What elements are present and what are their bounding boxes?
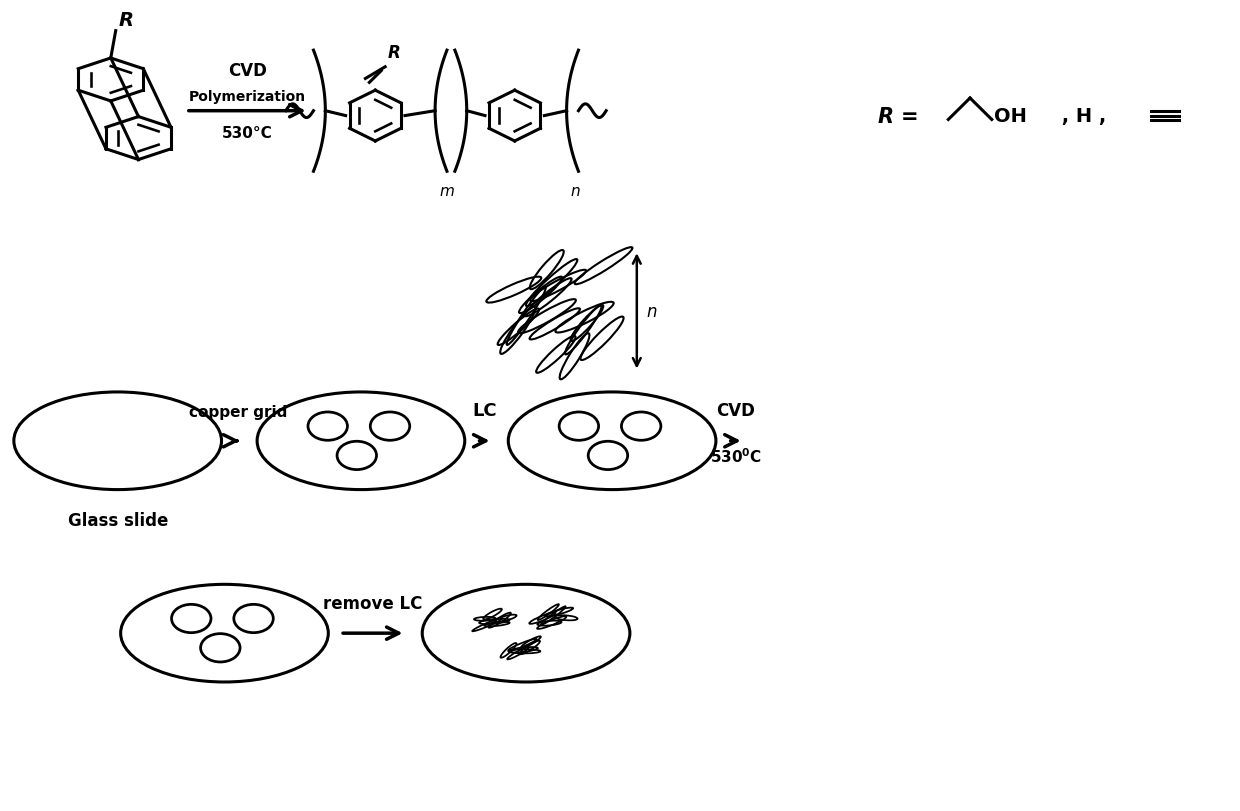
Text: n: n	[647, 303, 657, 320]
Text: copper grid: copper grid	[188, 405, 286, 420]
Text: m: m	[439, 184, 454, 199]
Text: Glass slide: Glass slide	[67, 512, 167, 530]
Text: , H ,: , H ,	[1055, 107, 1106, 126]
Text: $\bfit{R}$: $\bfit{R}$	[387, 44, 401, 62]
Text: 530$^{\mathbf{0}}$C: 530$^{\mathbf{0}}$C	[709, 447, 761, 466]
Text: 530°C: 530°C	[222, 126, 273, 141]
Text: LC: LC	[472, 401, 497, 420]
Text: CVD: CVD	[717, 401, 755, 420]
Text: remove LC: remove LC	[324, 594, 423, 612]
Text: Polymerization: Polymerization	[188, 90, 306, 104]
Text: CVD: CVD	[228, 62, 267, 80]
Text: OH: OH	[993, 107, 1027, 126]
Text: $\bfit{R}$ =: $\bfit{R}$ =	[877, 106, 918, 127]
Text: n: n	[570, 184, 580, 199]
Text: $\bfit{R}$: $\bfit{R}$	[118, 11, 133, 30]
